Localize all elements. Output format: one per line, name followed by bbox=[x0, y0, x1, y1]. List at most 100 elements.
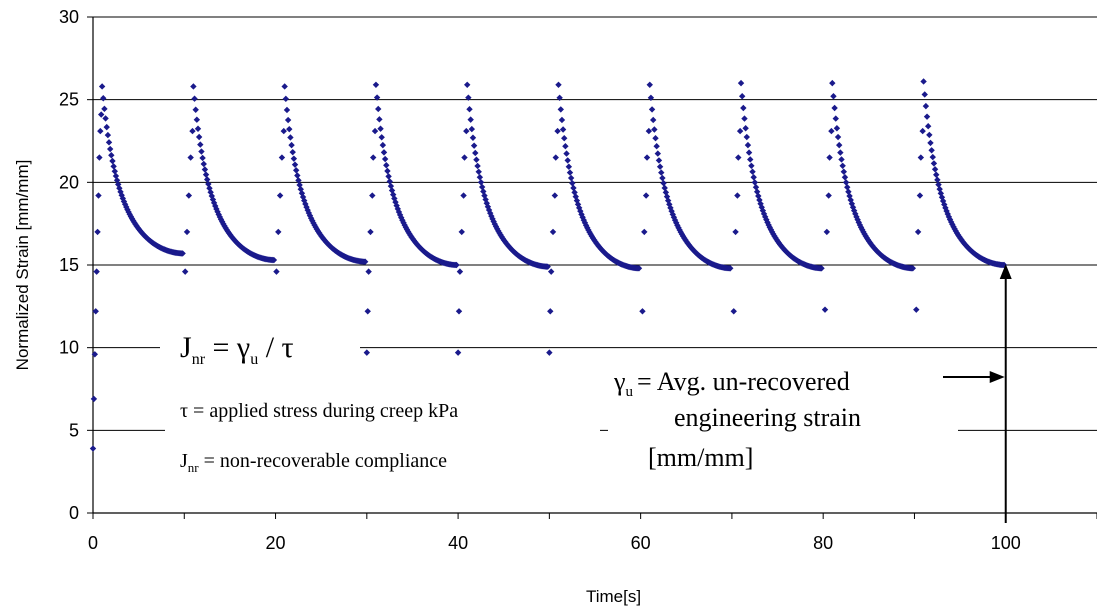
data-point bbox=[363, 349, 371, 356]
data-point bbox=[844, 184, 851, 191]
data-point bbox=[664, 197, 672, 204]
data-point bbox=[732, 228, 739, 236]
data-point bbox=[666, 201, 673, 208]
data-point bbox=[361, 258, 369, 265]
data-point bbox=[478, 183, 486, 191]
data-point bbox=[551, 192, 559, 199]
data-point bbox=[181, 268, 189, 275]
data-point bbox=[383, 162, 390, 169]
data-point bbox=[834, 133, 842, 141]
data-point bbox=[295, 177, 302, 184]
data-point bbox=[562, 143, 569, 150]
data-point bbox=[398, 214, 405, 221]
data-point bbox=[378, 134, 385, 141]
y-tick-label-10: 10 bbox=[59, 338, 79, 358]
data-point bbox=[645, 127, 653, 135]
data-point bbox=[668, 207, 675, 215]
data-point bbox=[937, 190, 945, 197]
data-point bbox=[110, 163, 117, 170]
data-point bbox=[283, 106, 291, 114]
definition-box bbox=[165, 388, 600, 478]
formula-box bbox=[160, 322, 360, 372]
data-point bbox=[456, 268, 464, 275]
data-point bbox=[381, 155, 389, 163]
data-point bbox=[190, 83, 197, 90]
data-point bbox=[742, 125, 749, 132]
data-point bbox=[204, 176, 211, 183]
data-point bbox=[380, 149, 388, 156]
data-point bbox=[199, 154, 206, 162]
data-point bbox=[663, 193, 671, 200]
data-point bbox=[943, 207, 950, 215]
data-point bbox=[371, 127, 379, 135]
data-point bbox=[563, 150, 570, 157]
data-point bbox=[481, 192, 488, 199]
data-point bbox=[376, 116, 383, 123]
x-tick-label-40: 40 bbox=[448, 533, 468, 553]
data-point bbox=[650, 116, 657, 124]
data-point bbox=[842, 179, 850, 186]
data-point bbox=[365, 268, 372, 275]
data-point bbox=[916, 192, 924, 199]
data-point bbox=[276, 192, 284, 199]
data-point bbox=[495, 227, 502, 235]
data-point bbox=[913, 306, 920, 313]
data-point bbox=[750, 174, 757, 181]
data-point bbox=[821, 306, 829, 313]
data-point bbox=[652, 135, 659, 142]
data-point bbox=[476, 174, 484, 181]
data-point bbox=[845, 188, 852, 195]
data-point bbox=[839, 162, 846, 170]
data-point bbox=[465, 94, 472, 101]
data-point bbox=[744, 141, 752, 149]
data-point bbox=[201, 166, 209, 173]
data-point bbox=[287, 134, 294, 141]
data-point bbox=[658, 169, 665, 176]
data-point bbox=[830, 93, 837, 100]
data-point bbox=[569, 179, 576, 187]
data-point bbox=[95, 192, 102, 199]
data-point bbox=[385, 173, 392, 180]
data-point bbox=[284, 116, 292, 124]
data-point bbox=[213, 205, 220, 213]
data-point bbox=[641, 228, 648, 236]
data-point bbox=[292, 167, 300, 174]
data-point bbox=[654, 150, 662, 157]
data-point bbox=[655, 157, 663, 164]
data-point bbox=[651, 126, 658, 133]
gamma-box bbox=[608, 360, 958, 482]
data-point bbox=[757, 200, 764, 207]
jnr-definition: Jnr = non-recoverable compliance bbox=[180, 450, 447, 475]
data-point bbox=[98, 111, 105, 118]
data-point bbox=[738, 93, 746, 100]
data-point bbox=[115, 181, 122, 188]
data-point bbox=[297, 186, 304, 193]
data-point bbox=[934, 176, 941, 184]
data-point bbox=[646, 81, 653, 88]
data-point bbox=[667, 204, 674, 212]
data-point bbox=[468, 125, 476, 133]
data-point bbox=[577, 207, 584, 215]
data-point bbox=[377, 125, 384, 132]
data-point bbox=[643, 154, 651, 161]
data-point bbox=[375, 105, 382, 113]
data-point bbox=[549, 228, 557, 236]
data-point bbox=[484, 203, 492, 210]
data-point bbox=[554, 127, 561, 135]
axes: 0 5 10 15 20 25 30 0 20 40 60 80 100 Time[s] Normalize… bbox=[13, 7, 1097, 606]
data-point bbox=[487, 209, 494, 217]
data-point bbox=[100, 95, 107, 102]
data-point bbox=[282, 95, 290, 103]
data-point bbox=[561, 135, 568, 142]
data-point bbox=[840, 168, 848, 175]
horizontal-arrowhead bbox=[989, 371, 1005, 383]
data-point bbox=[931, 166, 939, 173]
data-point bbox=[206, 185, 213, 192]
data-point bbox=[286, 125, 293, 133]
data-point bbox=[384, 167, 391, 175]
data-point bbox=[467, 116, 474, 123]
gamma-line-2: engineering strain bbox=[674, 403, 861, 432]
data-point bbox=[461, 154, 468, 161]
data-point bbox=[936, 185, 943, 193]
data-point bbox=[109, 157, 116, 165]
